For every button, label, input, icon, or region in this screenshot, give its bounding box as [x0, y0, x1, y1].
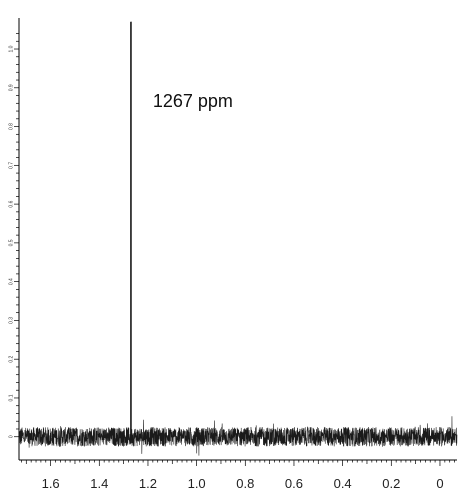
x-tick-label: 0.6 — [285, 476, 303, 491]
x-tick-label: 1.6 — [42, 476, 60, 491]
y-tick-label: 0.4 — [8, 278, 14, 285]
y-tick-label: 0.1 — [8, 394, 14, 401]
annotation-group: 1267 ppm — [153, 91, 233, 111]
y-tick-label: 0.5 — [8, 239, 14, 246]
x-tick-label: 0 — [436, 476, 443, 491]
y-tick-label: 0.8 — [8, 123, 14, 130]
spectrum-series-line — [18, 21, 458, 456]
x-tick-label: 1.2 — [139, 476, 157, 491]
y-tick-label: 0.6 — [8, 200, 14, 207]
x-tick-label: 0.4 — [334, 476, 352, 491]
y-tick-label: 0.3 — [8, 317, 14, 324]
series-group — [18, 21, 458, 456]
y-tick-label: 1.0 — [8, 45, 14, 52]
x-axis: 1.6 1.4 1.2 1.0 0.8 0.6 0.4 0.2 0 — [19, 459, 457, 491]
y-tick-label: 0.2 — [8, 355, 14, 362]
peak-annotation: 1267 ppm — [153, 91, 233, 111]
x-tick-label: 1.0 — [188, 476, 206, 491]
y-axis: 0 0.1 0.2 0.3 0.4 0.5 0.6 0.7 0.8 0.9 1.0 — [8, 18, 20, 460]
y-tick-label: 0.9 — [8, 84, 14, 91]
y-tick-label: 0 — [8, 435, 14, 438]
y-tick-label: 0.7 — [8, 162, 14, 169]
x-tick-label: 0.2 — [382, 476, 400, 491]
x-tick-label: 1.4 — [90, 476, 108, 491]
x-tick-label: 0.8 — [236, 476, 254, 491]
